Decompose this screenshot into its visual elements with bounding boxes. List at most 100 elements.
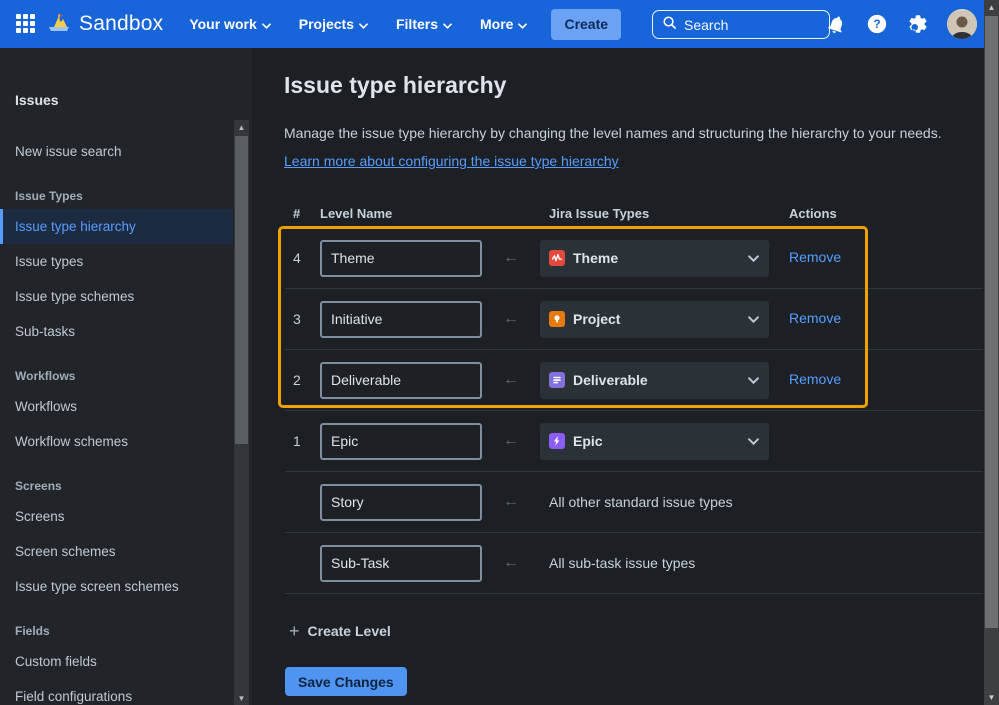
nav-item-more[interactable]: More: [470, 8, 537, 40]
level-number: 3: [293, 311, 301, 327]
project-icon: [549, 311, 565, 327]
search-icon: [662, 15, 677, 35]
issue-type-dropdown[interactable]: Theme: [540, 239, 769, 277]
sidebar-section-heading: Issue Types: [15, 189, 83, 203]
sidebar-item-issue-type-screen-schemes[interactable]: Issue type screen schemes: [15, 579, 179, 594]
global-search[interactable]: [652, 10, 830, 39]
settings-gear-icon[interactable]: [906, 12, 930, 36]
nav-item-filters[interactable]: Filters: [386, 8, 462, 40]
learn-more-link[interactable]: Learn more about configuring the issue t…: [284, 153, 619, 169]
remove-level-link[interactable]: Remove: [789, 310, 842, 326]
primary-nav: Your work Projects Filters More: [179, 8, 545, 40]
level-name-input[interactable]: [320, 544, 482, 582]
chevron-down-icon: [443, 16, 452, 32]
page-scroll-down-arrow-icon[interactable]: ▼: [987, 693, 996, 702]
issue-type-label: Theme: [573, 250, 619, 266]
nav-item-label: Projects: [298, 16, 354, 32]
page-scrollbar[interactable]: ▲ ▼: [984, 0, 999, 705]
column-header-actions: Actions: [789, 206, 837, 221]
sidebar-item-new-issue-search[interactable]: New issue search: [15, 144, 122, 159]
maps-from-arrow-icon: ←: [503, 493, 519, 510]
issue-type-static-text: All other standard issue types: [549, 494, 733, 510]
sidebar-section-heading: Workflows: [15, 369, 76, 383]
table-header-row: # Level Name Jira Issue Types Actions: [285, 206, 983, 221]
level-name-input[interactable]: [320, 361, 482, 399]
maps-from-arrow-icon: ←: [503, 310, 519, 327]
help-icon[interactable]: ?: [865, 12, 889, 36]
issue-type-label: Deliverable: [573, 372, 648, 388]
page-scroll-up-arrow-icon[interactable]: ▲: [987, 3, 996, 12]
sidebar-scroll-down-arrow-icon[interactable]: ▼: [237, 693, 246, 703]
hierarchy-row-level-1: 1 ← Epic: [285, 411, 983, 472]
issue-type-dropdown[interactable]: Deliverable: [540, 361, 769, 399]
level-name-input[interactable]: [320, 239, 482, 277]
app-switcher-icon[interactable]: [16, 14, 36, 34]
create-level-label: Create Level: [307, 623, 391, 639]
level-name-input[interactable]: [320, 483, 482, 521]
level-number: 2: [293, 372, 301, 388]
notifications-bell-icon[interactable]: [824, 12, 848, 36]
nav-item-label: Filters: [395, 16, 438, 32]
maps-from-arrow-icon: ←: [503, 554, 519, 571]
level-number: 1: [293, 433, 301, 449]
nav-item-label: More: [480, 16, 514, 32]
deliverable-icon: [549, 372, 565, 388]
issue-type-static-text: All sub-task issue types: [549, 555, 696, 571]
sidebar-item-workflows[interactable]: Workflows: [15, 399, 78, 414]
settings-sidebar: Issues New issue search Issue Types Issue …: [0, 48, 252, 705]
issue-type-dropdown[interactable]: Epic: [540, 422, 769, 460]
chevron-down-icon: [518, 16, 528, 32]
theme-icon: [549, 250, 565, 266]
sidebar-item-custom-fields[interactable]: Custom fields: [15, 654, 97, 669]
sidebar-item-screen-schemes[interactable]: Screen schemes: [15, 544, 116, 559]
sidebar-title: Issues: [15, 92, 59, 108]
product-logo[interactable]: Sandbox: [46, 10, 163, 39]
remove-level-link[interactable]: Remove: [789, 249, 842, 265]
issue-type-label: Project: [573, 311, 621, 327]
sidebar-item-field-configurations[interactable]: Field configurations: [15, 689, 133, 704]
sidebar-item-issue-types[interactable]: Issue types: [15, 254, 84, 269]
sidebar-item-screens[interactable]: Screens: [15, 509, 65, 524]
sidebar-item-workflow-schemes[interactable]: Workflow schemes: [15, 434, 129, 449]
nav-item-your-work[interactable]: Your work: [179, 8, 280, 40]
svg-text:?: ?: [873, 17, 880, 31]
user-avatar[interactable]: [947, 9, 977, 39]
level-number: 4: [293, 250, 301, 266]
sidebar-scrollbar-thumb[interactable]: [235, 136, 248, 444]
hierarchy-row-level-3: 3 ← Project Remove: [285, 289, 983, 350]
sidebar-nav-list: New issue search Issue Types Issue type hi…: [0, 134, 252, 705]
page-scrollbar-thumb[interactable]: [985, 16, 998, 628]
maps-from-arrow-icon: ←: [503, 432, 519, 449]
chevron-down-icon: [748, 249, 759, 267]
sidebar-item-issue-type-schemes[interactable]: Issue type schemes: [15, 289, 135, 304]
hierarchy-row: ← All sub-task issue types: [285, 533, 983, 594]
create-level-button[interactable]: + Create Level: [289, 618, 391, 644]
chevron-down-icon: [261, 16, 271, 32]
create-button[interactable]: Create: [551, 8, 622, 40]
sandbox-logo-icon: [46, 10, 72, 39]
search-input[interactable]: [684, 16, 804, 33]
sidebar-scroll-up-arrow-icon[interactable]: ▲: [237, 122, 246, 132]
sidebar-scrollbar[interactable]: ▲ ▼: [234, 120, 249, 705]
chevron-down-icon: [359, 16, 368, 32]
sidebar-item-issue-type-hierarchy[interactable]: Issue type hierarchy: [0, 209, 233, 244]
main-content: Issue type hierarchy Manage the issue ty…: [252, 48, 984, 705]
issue-type-label: Epic: [573, 433, 603, 449]
level-name-input[interactable]: [320, 422, 482, 460]
hierarchy-row: ← All other standard issue types: [285, 472, 983, 533]
topbar-icon-group: ?: [824, 0, 977, 48]
column-header-level-name: Level Name: [320, 206, 393, 221]
save-changes-button[interactable]: Save Changes: [285, 667, 407, 696]
sidebar-item-sub-tasks[interactable]: Sub-tasks: [15, 324, 76, 339]
epic-icon: [549, 433, 565, 449]
chevron-down-icon: [748, 310, 759, 328]
plus-icon: +: [289, 621, 300, 641]
page-title: Issue type hierarchy: [284, 72, 507, 98]
hierarchy-row-level-4: 4 ← Theme Remove: [285, 228, 983, 289]
issue-type-dropdown[interactable]: Project: [540, 300, 769, 338]
nav-item-projects[interactable]: Projects: [289, 8, 378, 40]
page-description: Manage the issue type hierarchy by chang…: [284, 125, 942, 141]
column-header-number: #: [293, 206, 301, 221]
remove-level-link[interactable]: Remove: [789, 371, 842, 387]
level-name-input[interactable]: [320, 300, 482, 338]
